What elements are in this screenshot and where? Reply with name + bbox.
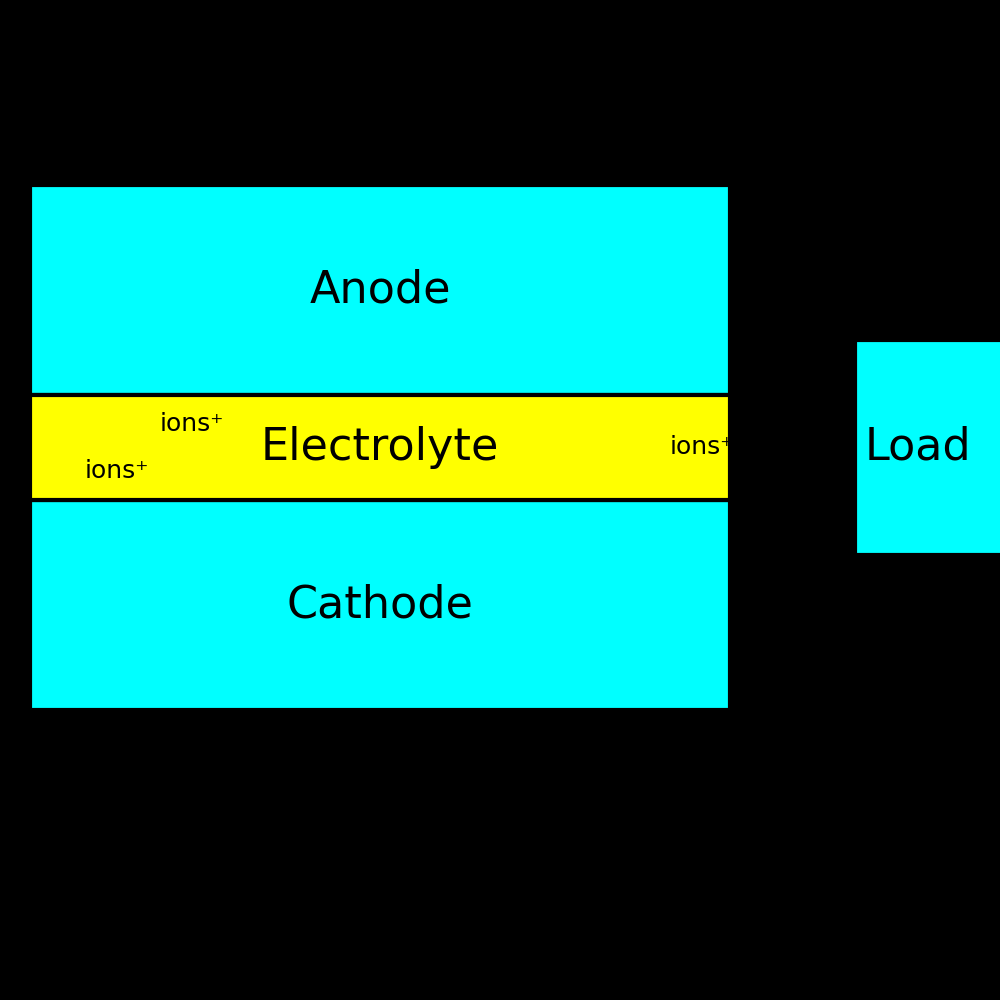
- Text: Electrolyte: Electrolyte: [261, 426, 499, 469]
- Text: ions⁺: ions⁺: [670, 436, 734, 460]
- Text: ions⁺: ions⁺: [85, 459, 149, 483]
- Text: ions⁺: ions⁺: [160, 412, 224, 436]
- Bar: [30, 500, 730, 710]
- Bar: [30, 185, 730, 395]
- Text: Anode: Anode: [309, 268, 451, 312]
- Bar: [30, 395, 730, 500]
- Bar: [855, 340, 1000, 555]
- Text: Load: Load: [865, 426, 972, 469]
- Text: Cathode: Cathode: [287, 584, 473, 626]
